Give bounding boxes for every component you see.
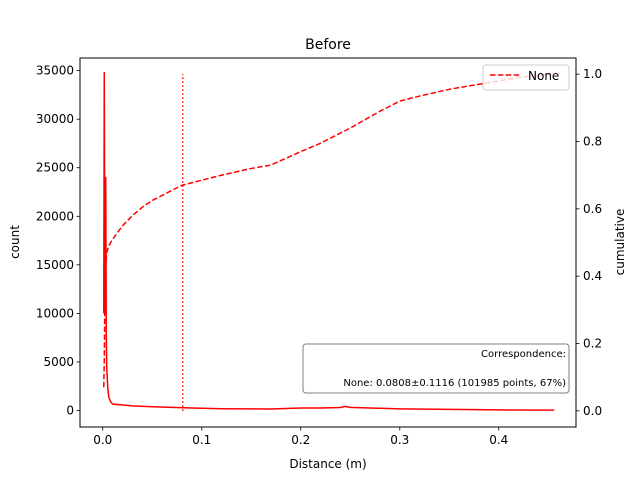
x-tick-label: 0.4 <box>489 433 508 447</box>
chart-title: Before <box>305 37 351 53</box>
y-tick-label: 0 <box>66 403 74 417</box>
x-axis: 0.0 0.1 0.2 0.3 0.4 <box>93 427 508 447</box>
annotation-text: None: 0.0808±0.1116 (101985 points, 67%) <box>343 378 566 389</box>
x-tick-label: 0.1 <box>192 433 211 447</box>
series-layer <box>103 71 555 411</box>
y2-tick-label: 0.6 <box>583 202 602 216</box>
y-axis: 0 5000 10000 15000 20000 25000 30000 35000 <box>36 64 80 417</box>
y-axis-label: count <box>8 225 22 259</box>
y2-tick-label: 1.0 <box>583 67 602 81</box>
y-tick-label: 35000 <box>36 64 74 78</box>
x-tick-label: 0.0 <box>93 433 112 447</box>
y-tick-label: 20000 <box>36 209 74 223</box>
x-tick-label: 0.3 <box>390 433 409 447</box>
legend: None <box>482 64 570 91</box>
y-tick-label: 10000 <box>36 306 74 320</box>
legend-entry-label: None <box>528 69 559 83</box>
y2-tick-label: 0.8 <box>583 134 602 148</box>
x-tick-label: 0.2 <box>291 433 310 447</box>
y2-axis-label: cumulative <box>613 209 627 276</box>
y-tick-label: 5000 <box>43 355 74 369</box>
y-tick-label: 25000 <box>36 161 74 175</box>
annotation-box <box>302 343 570 394</box>
plot-area <box>79 57 577 428</box>
correspondence-annotation: Correspondence: None: 0.0808±0.1116 (101… <box>302 343 570 394</box>
x-axis-label: Distance (m) <box>289 457 366 471</box>
y2-tick-label: 0.0 <box>583 404 602 418</box>
legend-box <box>482 64 570 91</box>
y2-axis: 0.0 0.2 0.4 0.6 0.8 1.0 <box>576 67 602 418</box>
y2-tick-label: 0.2 <box>583 337 602 351</box>
y-tick-label: 15000 <box>36 258 74 272</box>
y2-tick-label: 0.4 <box>583 269 602 283</box>
plot-frame <box>79 57 577 428</box>
y-tick-label: 30000 <box>36 112 74 126</box>
annotation-title: Correspondence: <box>481 349 566 360</box>
cumulative-series-line <box>103 73 555 388</box>
